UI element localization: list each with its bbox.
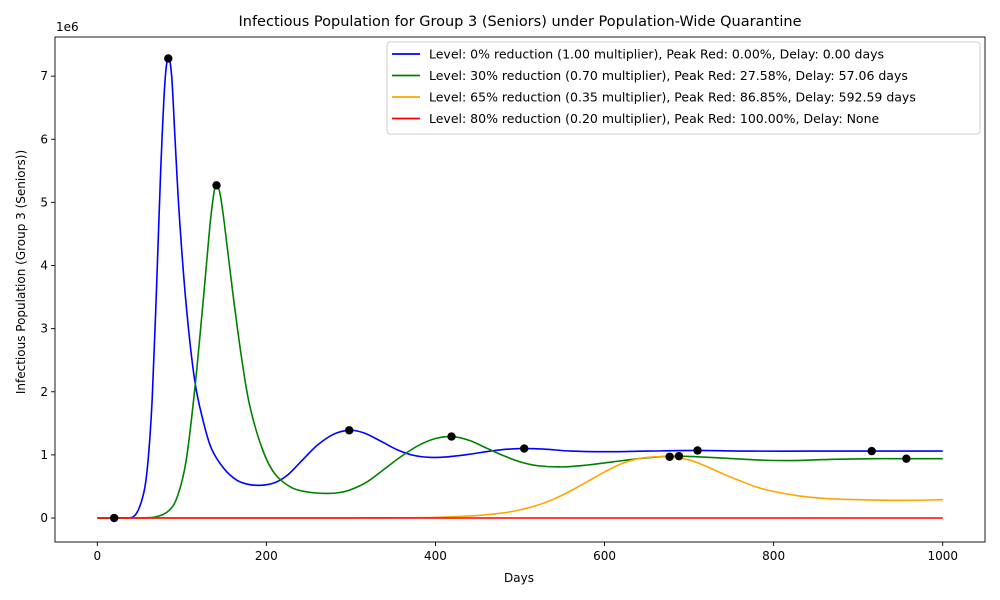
y-offset-label: 1e6 — [56, 20, 79, 34]
peak-marker-1-1 — [109, 513, 119, 523]
y-tick-label: 2 — [40, 385, 48, 399]
y-axis-label: Infectious Population (Group 3 (Seniors)… — [14, 150, 28, 394]
x-tick-label: 400 — [424, 549, 447, 563]
y-tick-label: 1 — [40, 448, 48, 462]
y-tick-label: 4 — [40, 259, 48, 273]
series-line-3 — [97, 455, 943, 519]
y-tick-label: 7 — [40, 69, 48, 83]
plot-area — [97, 54, 943, 523]
legend-entry-2: Level: 30% reduction (0.70 multiplier), … — [429, 68, 908, 83]
peak-marker-2-2 — [447, 432, 456, 441]
peak-marker-1-5 — [693, 446, 702, 455]
y-tick-label: 3 — [40, 322, 48, 336]
y-tick-label: 0 — [40, 511, 48, 525]
peak-marker-1-4 — [520, 444, 529, 453]
x-tick-label: 200 — [255, 549, 278, 563]
y-tick-label: 5 — [40, 195, 48, 209]
x-tick-label: 0 — [93, 549, 101, 563]
plot-frame — [54, 36, 986, 543]
legend: Level: 0% reduction (1.00 multiplier), P… — [386, 41, 981, 135]
series-line-1 — [97, 57, 943, 519]
y-tick-label: 6 — [40, 132, 48, 146]
chart-title: Infectious Population for Group 3 (Senio… — [238, 14, 801, 30]
legend-entry-4: Level: 80% reduction (0.20 multiplier), … — [429, 111, 879, 126]
peak-marker-3-1 — [665, 452, 674, 461]
x-tick-label: 600 — [593, 549, 616, 563]
legend-entry-1: Level: 0% reduction (1.00 multiplier), P… — [429, 47, 884, 62]
axes: 0 200 400 600 800 1000 0 1 2 3 4 5 6 7 — [40, 36, 986, 563]
x-tick-label: 1000 — [927, 549, 958, 563]
peak-marker-1-3 — [345, 426, 354, 435]
x-axis-label: Days — [504, 571, 534, 585]
peak-marker-1-2 — [164, 54, 173, 63]
legend-entry-3: Level: 65% reduction (0.35 multiplier), … — [429, 90, 916, 105]
legend-box — [386, 41, 981, 135]
peak-marker-2-1 — [212, 181, 221, 190]
peak-marker-2-3 — [674, 451, 684, 461]
x-tick-label: 800 — [762, 549, 785, 563]
peak-marker-2-4 — [902, 454, 911, 463]
peak-markers — [109, 54, 911, 523]
peak-marker-1-6 — [867, 446, 876, 456]
